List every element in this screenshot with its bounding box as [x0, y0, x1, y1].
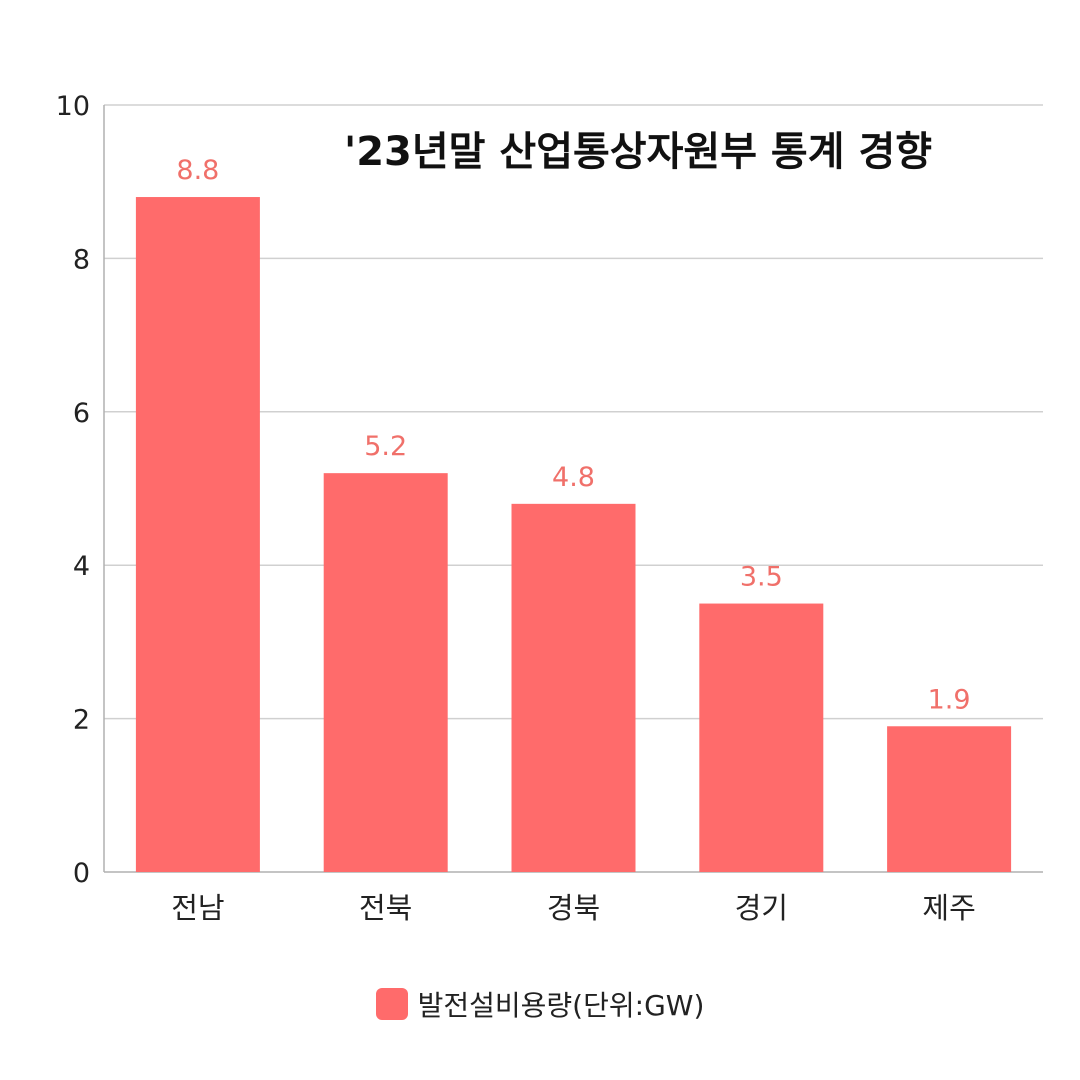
y-tick-label: 0: [73, 858, 90, 889]
data-label: 1.9: [928, 684, 971, 715]
category-label: 전남: [171, 891, 224, 925]
legend-label: 발전설비용량(단위:GW): [417, 989, 705, 1022]
legend-swatch: [375, 988, 408, 1020]
data-label: 8.8: [176, 155, 219, 186]
bar: [323, 473, 448, 872]
category-label: 경북: [547, 891, 600, 925]
bar: [511, 503, 636, 872]
chart-title: '23년말 산업통상자원부 통계 경향: [344, 129, 932, 175]
y-tick-label: 10: [56, 91, 90, 122]
x-axis-categories: 전남 전북 경북 경기 제주: [171, 891, 976, 925]
y-tick-label: 4: [73, 551, 90, 582]
category-label: 전북: [359, 891, 412, 925]
y-tick-label: 2: [73, 705, 90, 736]
data-labels: 8.8 5.2 4.8 3.5 1.9: [176, 155, 970, 715]
data-label: 5.2: [364, 431, 407, 462]
legend: 발전설비용량(단위:GW): [0, 982, 1080, 1026]
data-label: 4.8: [552, 462, 595, 493]
bars: [135, 197, 1012, 873]
bar: [699, 603, 824, 872]
category-label: 제주: [922, 891, 975, 925]
data-label: 3.5: [740, 562, 783, 593]
bar: [135, 197, 260, 873]
bar: [887, 726, 1012, 872]
y-tick-label: 6: [73, 398, 90, 429]
y-axis-ticks: 0 2 4 6 8 10: [56, 91, 90, 889]
category-label: 경기: [735, 891, 788, 925]
y-tick-label: 8: [73, 244, 90, 275]
